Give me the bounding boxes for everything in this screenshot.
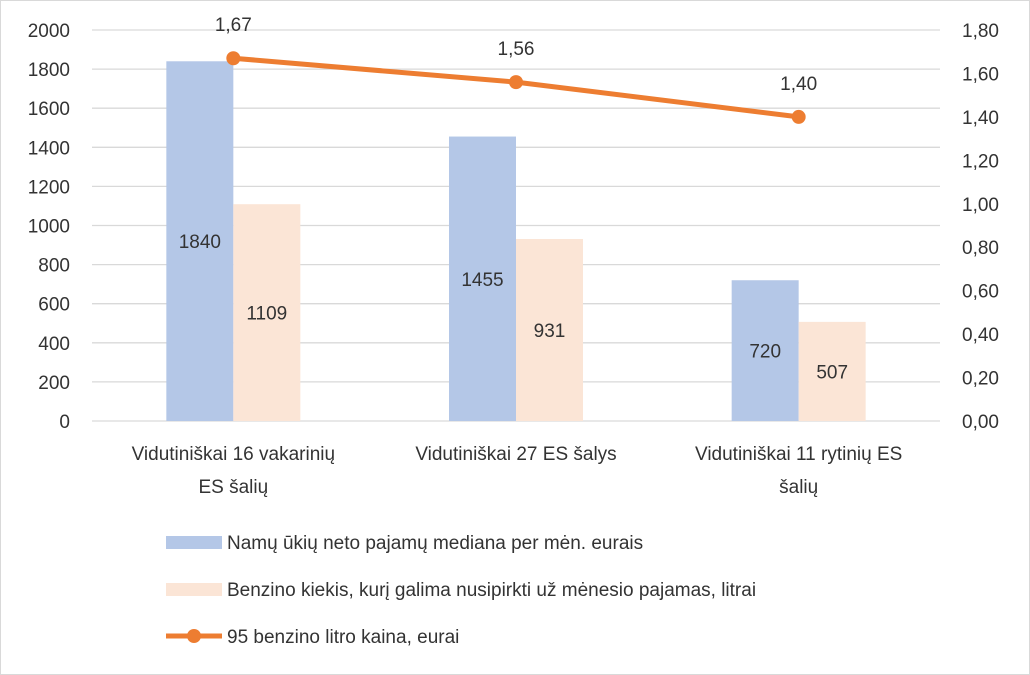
bar-data-label: 1840 [179,232,221,253]
legend-marker [187,629,201,643]
x-tick-label: šalių [779,477,818,498]
x-tick-label: Vidutiniškai 27 ES šalys [415,444,616,465]
legend: Namų ūkių neto pajamų mediana per mėn. e… [166,533,756,648]
line-series: 1,67 1,56 1,40 [215,15,817,124]
legend-label: 95 benzino litro kaina, eurai [227,627,459,648]
y-right-tick-label: 0,00 [962,412,999,433]
y-left-tick-label: 1600 [28,99,70,120]
y-left-tick-label: 600 [38,295,70,316]
x-tick-label: Vidutiniškai 11 rytinių ES [695,444,902,465]
y-left-tick-label: 800 [38,256,70,277]
bar [516,238,583,421]
bars: 1840 1455 720 1109 931 507 [166,61,866,422]
bar [233,204,301,421]
y-left-tick-label: 1200 [28,177,70,198]
legend-swatch [166,536,222,549]
x-tick-label: ES šalių [198,477,268,498]
bar-data-label: 507 [816,362,848,383]
y-right-tick-label: 1,00 [962,195,999,216]
legend-swatch [166,583,222,596]
y-right-tick-label: 1,40 [962,108,999,129]
line-point [226,51,241,66]
bar [166,61,234,421]
bar [731,280,799,421]
legend-label: Benzino kiekis, kurį galima nusipirkti u… [227,580,756,601]
bar-data-label: 1455 [461,270,503,291]
legend-label: Namų ūkių neto pajamų mediana per mėn. e… [227,533,643,554]
y-left-tick-label: 200 [38,373,70,394]
y-left-tick-label: 400 [38,334,70,355]
line-point [509,75,523,90]
y-right-tick-label: 0,80 [962,238,999,259]
y-left-tick-label: 1400 [28,138,70,159]
y-left-tick-label: 1800 [28,60,70,81]
y-right-tick-label: 1,80 [962,21,999,42]
x-tick-label: Vidutiniškai 16 vakarinių [132,444,336,465]
line-point [791,109,806,124]
line-data-label: 1,67 [215,15,252,36]
y-right-tick-label: 0,60 [962,282,999,303]
y-right-tick-label: 1,20 [962,151,999,172]
y-right-tick-label: 0,20 [962,369,999,390]
line-data-label: 1,56 [498,39,535,60]
line-data-label: 1,40 [780,74,817,95]
axes: 0 200 400 600 800 1000 1200 1400 1600 1800 2000 0,0… [28,21,999,498]
bar [798,321,866,421]
bar [449,136,516,422]
bar-data-label: 931 [534,321,566,342]
y-left-tick-label: 2000 [28,21,70,42]
bar-data-label: 720 [749,342,781,363]
bar-data-label: 1109 [246,304,287,325]
y-right-tick-label: 0,40 [962,325,999,346]
y-left-tick-label: 0 [59,412,70,433]
y-right-tick-label: 1,60 [962,64,999,85]
y-left-tick-label: 1000 [28,217,70,238]
